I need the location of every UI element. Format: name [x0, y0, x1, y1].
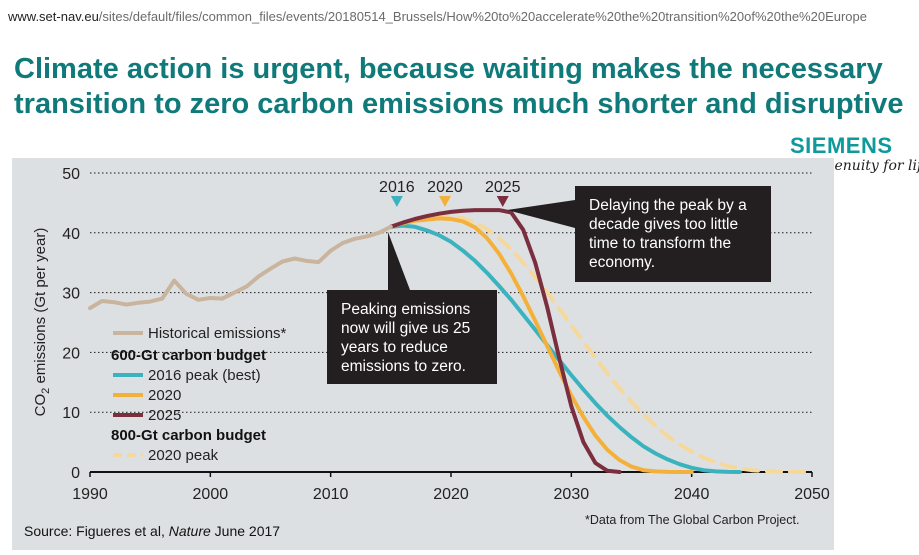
- legend-label: 2016 peak (best): [148, 367, 261, 384]
- x-tick-label: 2010: [313, 486, 349, 503]
- callout-pointer-left: [388, 232, 410, 290]
- legend-label: 2025: [148, 407, 181, 424]
- x-tick-label: 2040: [674, 486, 710, 503]
- x-tick-label: 1990: [72, 486, 108, 503]
- series-line-2025: [388, 208, 622, 474]
- series-line-2016-peak-best: [388, 223, 742, 474]
- series-line-2020-peak: [388, 214, 814, 474]
- callout-peak-now: Peaking emissions now will give us 25 ye…: [327, 290, 497, 384]
- series-line-historical-emissions: [88, 224, 393, 311]
- source-url[interactable]: www.set-nav.eu/sites/default/files/commo…: [8, 9, 918, 24]
- y-tick-label: 50: [62, 166, 80, 183]
- y-tick-label: 10: [62, 405, 80, 422]
- source-prefix: Source: Figueres et al,: [24, 523, 169, 539]
- callout-delay-peak: Delaying the peak by a decade gives too …: [575, 186, 771, 282]
- legend-group-header: 800-Gt carbon budget: [111, 427, 266, 444]
- source-citation: Source: Figueres et al, Nature June 2017: [24, 523, 280, 539]
- data-footnote: *Data from The Global Carbon Project.: [585, 513, 800, 527]
- peak-label-2016: 2016: [379, 179, 415, 196]
- peak-marker-2025: [496, 196, 509, 207]
- series-line-2020: [388, 216, 694, 474]
- brand-tagline: Ingenuity for life: [811, 158, 919, 174]
- x-tick-label: 2030: [554, 486, 590, 503]
- legend-label: 2020: [148, 387, 181, 404]
- peak-label-2025: 2025: [485, 179, 521, 196]
- y-tick-label: 0: [71, 465, 80, 482]
- peak-label-2020: 2020: [427, 179, 463, 196]
- y-axis-label: CO2 emissions (Gt per year): [32, 228, 52, 417]
- x-tick-label: 2050: [794, 486, 830, 503]
- siemens-logo: SIEMENS: [790, 133, 893, 158]
- peak-marker-2016: [390, 196, 403, 207]
- x-tick-label: 2020: [433, 486, 469, 503]
- headline: Climate action is urgent, because waitin…: [14, 53, 904, 120]
- source-suffix: June 2017: [210, 523, 281, 539]
- y-tick-label: 40: [62, 226, 80, 243]
- legend-group-header: 600-Gt carbon budget: [111, 347, 266, 364]
- url-path: /sites/default/files/common_files/events…: [98, 9, 867, 24]
- y-tick-label: 30: [62, 286, 80, 303]
- x-tick-label: 2000: [193, 486, 229, 503]
- source-journal: Nature: [168, 523, 211, 539]
- url-host: www.set-nav.eu: [8, 9, 99, 24]
- y-tick-label: 20: [62, 345, 80, 362]
- legend-label: 2020 peak: [148, 447, 219, 464]
- callout-pointer-right: [507, 200, 575, 228]
- peak-marker-2020: [438, 196, 451, 207]
- legend-label: Historical emissions*: [148, 325, 287, 342]
